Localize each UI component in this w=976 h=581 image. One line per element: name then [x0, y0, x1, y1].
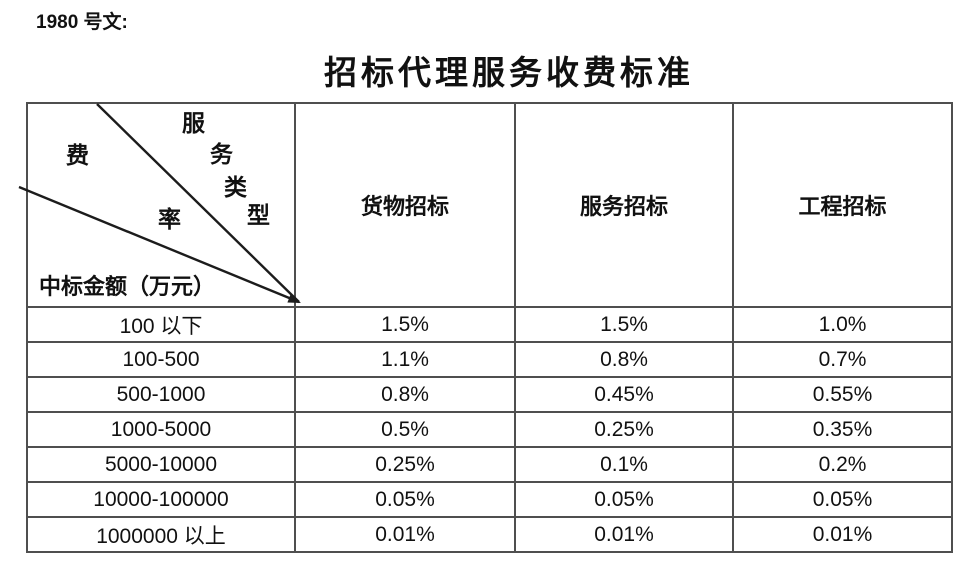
row-range-label: 500-1000: [26, 376, 296, 413]
fee-value: 0.01%: [732, 516, 953, 553]
row-range-label: 100 以下: [26, 306, 296, 343]
corner-type-char-3: 类: [224, 175, 247, 200]
fee-value: 0.01%: [294, 516, 516, 553]
fee-value: 0.35%: [732, 411, 953, 448]
corner-type-char-1: 服: [182, 111, 205, 136]
fee-value: 0.25%: [514, 411, 734, 448]
corner-type-char-2: 务: [210, 142, 233, 167]
fee-value: 1.5%: [514, 306, 734, 343]
arrowhead-icon: [287, 294, 301, 303]
fee-value: 1.0%: [732, 306, 953, 343]
fee-value: 0.2%: [732, 446, 953, 483]
column-header-goods-bidding: 货物招标: [294, 102, 516, 308]
corner-rate-char: 率: [158, 207, 181, 232]
fee-value: 0.5%: [294, 411, 516, 448]
fee-value: 0.8%: [514, 341, 734, 378]
table-corner-cell: 费 率 服 务 类 型 中标金额（万元）: [18, 102, 301, 308]
row-range-label: 100-500: [26, 341, 296, 378]
row-range-label: 1000000 以上: [26, 516, 296, 553]
fee-value: 0.05%: [514, 481, 734, 518]
column-header-works-bidding: 工程招标: [732, 102, 953, 308]
table-header-row: 费 率 服 务 类 型 中标金额（万元） 货物招标 服务招标 工程招标: [18, 102, 953, 308]
row-range-label: 5000-10000: [26, 446, 296, 483]
table-row: 100-500 1.1% 0.8% 0.7%: [26, 341, 953, 378]
fee-value: 1.1%: [294, 341, 516, 378]
page-title: 招标代理服务收费标准: [324, 56, 694, 92]
fee-value: 0.01%: [514, 516, 734, 553]
table-row: 100 以下 1.5% 1.5% 1.0%: [26, 306, 953, 343]
document-number-label: 1980 号文:: [36, 12, 128, 33]
corner-amount-label: 中标金额（万元）: [39, 274, 216, 299]
fee-value: 0.55%: [732, 376, 953, 413]
corner-fee-char: 费: [66, 143, 89, 168]
table-row: 5000-10000 0.25% 0.1% 0.2%: [26, 446, 953, 483]
fee-value: 0.25%: [294, 446, 516, 483]
corner-type-char-4: 型: [247, 203, 270, 228]
fee-value: 0.45%: [514, 376, 734, 413]
table-row: 500-1000 0.8% 0.45% 0.55%: [26, 376, 953, 413]
fee-value: 0.7%: [732, 341, 953, 378]
fee-value: 1.5%: [294, 306, 516, 343]
table-row: 10000-100000 0.05% 0.05% 0.05%: [26, 481, 953, 518]
table-row: 1000000 以上 0.01% 0.01% 0.01%: [26, 516, 953, 553]
fee-value: 0.05%: [294, 481, 516, 518]
fee-value: 0.1%: [514, 446, 734, 483]
row-range-label: 10000-100000: [26, 481, 296, 518]
column-header-services-bidding: 服务招标: [514, 102, 734, 308]
fee-value: 0.8%: [294, 376, 516, 413]
fee-table: 费 率 服 务 类 型 中标金额（万元） 货物招标 服务招标 工程招标 100 …: [18, 102, 953, 553]
diagonal-divider-lines: [18, 103, 301, 304]
table-row: 1000-5000 0.5% 0.25% 0.35%: [26, 411, 953, 448]
fee-value: 0.05%: [732, 481, 953, 518]
row-range-label: 1000-5000: [26, 411, 296, 448]
